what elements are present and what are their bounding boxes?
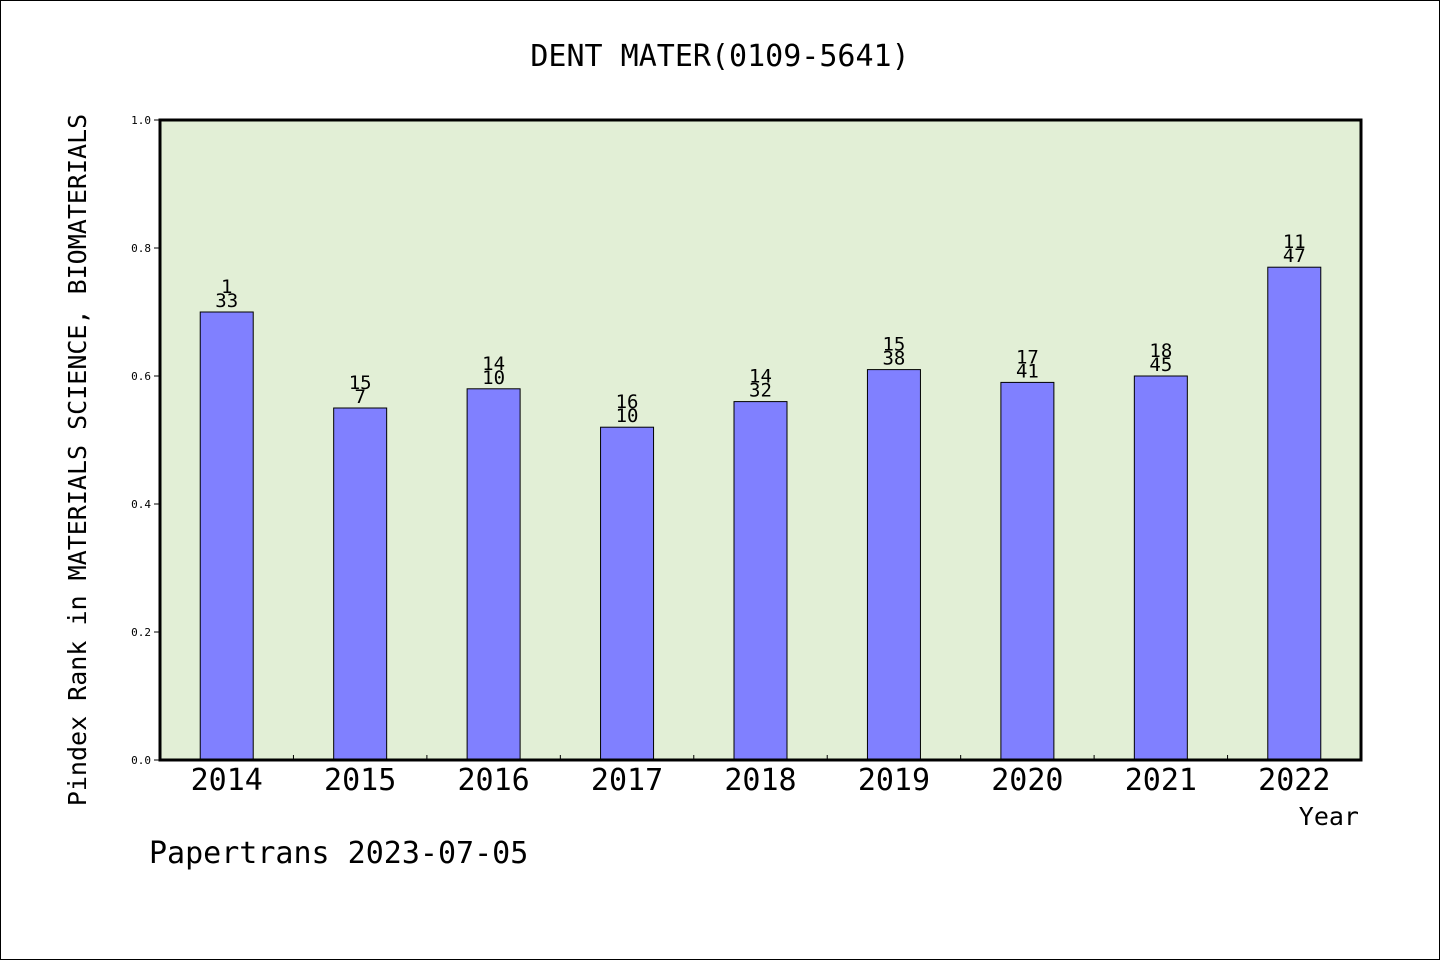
y-tick-label: 1.0 xyxy=(131,114,151,127)
x-tick-label-2014: 2014 xyxy=(191,763,263,798)
y-tick-label: 0.4 xyxy=(131,498,151,511)
y-tick-label: 0.2 xyxy=(131,626,151,639)
bar-rank-label-2015: 15 xyxy=(349,372,372,394)
x-axis-ticks: 2014 2015 2016 2017 2018 2019 2020 2021 2022 xyxy=(191,755,1330,798)
y-axis-label: Pindex Rank in MATERIALS SCIENCE, BIOMAT… xyxy=(63,114,92,806)
x-tick-label-2022: 2022 xyxy=(1258,763,1330,798)
bar-total-label-2017: 10 xyxy=(616,405,639,427)
chart-title: DENT MATER(0109-5641) xyxy=(530,39,909,74)
bar-2019 xyxy=(866,369,921,761)
x-tick-label-2019: 2019 xyxy=(858,763,930,798)
bar-2018 xyxy=(733,401,788,761)
bar-rank-label-2014: 1 xyxy=(221,276,232,298)
bar-2016 xyxy=(466,388,521,761)
bar-total-label-2016: 10 xyxy=(482,367,505,389)
source-footer: Papertrans 2023-07-05 xyxy=(149,836,528,871)
bar-2017 xyxy=(600,426,655,761)
y-tick-label: 0.8 xyxy=(131,242,151,255)
bar-rank-label-2017: 16 xyxy=(616,391,639,413)
bar-total-label-2022: 47 xyxy=(1283,245,1306,267)
y-axis-ticks: 0.0 0.2 0.4 0.6 0.8 1.0 xyxy=(131,114,160,767)
bar-rank-label-2022: 11 xyxy=(1283,231,1306,253)
bar-2014 xyxy=(199,311,254,761)
bar-rank-label-2021: 18 xyxy=(1149,340,1172,362)
bars-group xyxy=(199,266,1322,761)
x-tick-label-2015: 2015 xyxy=(324,763,396,798)
bar-2015 xyxy=(333,407,388,761)
bar-total-label-2015: 7 xyxy=(354,386,365,408)
x-tick-label-2017: 2017 xyxy=(591,763,663,798)
bar-2021 xyxy=(1133,375,1188,761)
bar-total-label-2014: 33 xyxy=(215,290,238,312)
bar-rank-label-2019: 15 xyxy=(882,334,905,356)
bar-total-label-2018: 32 xyxy=(749,380,772,402)
plot-frame xyxy=(158,118,1363,762)
y-tick-label: 0.0 xyxy=(131,754,151,767)
y-tick-label: 0.6 xyxy=(131,370,151,383)
bar-total-label-2020: 41 xyxy=(1016,360,1039,382)
x-axis-label: Year xyxy=(1299,802,1359,831)
bar-total-label-2021: 45 xyxy=(1149,354,1172,376)
bar-2022 xyxy=(1267,266,1322,761)
x-tick-label-2018: 2018 xyxy=(724,763,796,798)
bar-rank-label-2016: 14 xyxy=(482,353,505,375)
bar-rank-label-2018: 14 xyxy=(749,366,772,388)
bar-total-label-2019: 38 xyxy=(882,348,905,370)
bar-rank-label-2020: 17 xyxy=(1016,346,1039,368)
x-tick-label-2016: 2016 xyxy=(457,763,529,798)
x-tick-label-2021: 2021 xyxy=(1125,763,1197,798)
x-tick-label-2020: 2020 xyxy=(991,763,1063,798)
bar-2020 xyxy=(1000,381,1055,761)
